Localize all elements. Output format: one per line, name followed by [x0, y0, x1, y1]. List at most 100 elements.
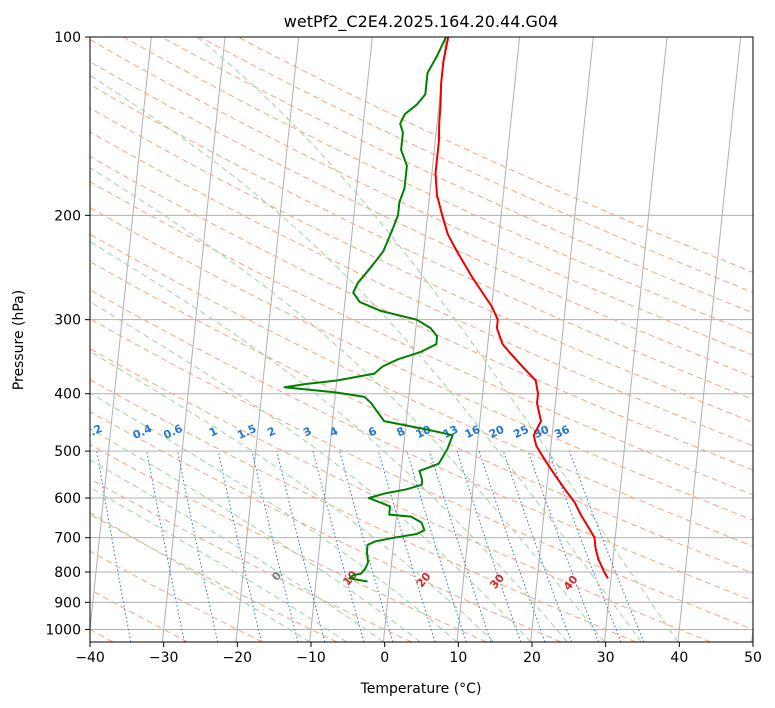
dry-adiabat [161, 37, 753, 314]
mixing-ratio-line [502, 450, 572, 642]
mixing-ratio-label: 0.2 [81, 422, 104, 442]
temperature-profile [434, 37, 609, 579]
mixing-ratio-label: 0.6 [161, 422, 184, 442]
dry-adiabat [90, 84, 753, 400]
dry-adiabat-label: 40 [561, 573, 581, 593]
x-tick-label: −10 [296, 650, 326, 666]
dry-adiabat [237, 37, 753, 273]
dry-adiabat [90, 107, 753, 423]
dry-adiabat-label: 0 [269, 569, 284, 583]
dry-adiabat [90, 318, 753, 630]
mixing-ratio-label: 16 [463, 423, 483, 441]
mixing-ratio-label: 20 [487, 423, 507, 441]
y-tick-label: 400 [54, 387, 81, 403]
mixing-ratio-lines [96, 450, 645, 642]
series [283, 37, 609, 583]
x-axis: −40 −30 −20 −10 0 10 20 30 40 50 [75, 642, 762, 666]
mixing-ratio-line [312, 450, 365, 642]
mixing-ratio-line [96, 451, 132, 642]
y-tick-label: 300 [54, 313, 81, 329]
x-tick-label: 0 [380, 650, 389, 666]
dry-adiabat-label: 30 [487, 571, 507, 591]
mixing-ratio-line [429, 450, 492, 642]
chart-title: wetPf2_C2E4.2025.164.20.44.G04 [284, 12, 558, 32]
dry-adiabat [90, 61, 753, 378]
isotherm-line [530, 37, 594, 642]
moist-adiabat [90, 301, 532, 642]
mixing-ratio-label: 6 [366, 424, 379, 439]
mixing-ratio-label: 10 [414, 423, 434, 441]
moist-adiabat [90, 486, 347, 642]
isotherm-line [161, 37, 226, 642]
dry-adiabat [90, 39, 753, 356]
dry-adiabats [90, 37, 753, 642]
y-tick-label: 800 [54, 565, 81, 581]
isotherm-line [751, 624, 753, 642]
mixing-ratio-label: 0.1 [35, 422, 58, 442]
grid [0, 37, 753, 642]
dry-adiabat [90, 289, 753, 602]
mixing-ratio-line [146, 451, 185, 642]
mixing-ratio-label: 13 [441, 423, 460, 441]
mixing-ratio-line [548, 450, 622, 642]
dry-adiabat [90, 207, 753, 521]
moist-adiabat [90, 459, 384, 642]
isotherm-line [456, 37, 521, 642]
y-tick-label: 1000 [45, 622, 81, 638]
dry-adiabat [90, 348, 711, 642]
mixing-ratio-label: 2 [265, 425, 277, 440]
y-axis-label: Pressure (hPa) [11, 290, 27, 390]
plot-frame [89, 36, 754, 643]
isotherm-line [90, 37, 152, 635]
moist-adiabat [90, 512, 310, 642]
y-tick-label: 900 [54, 595, 81, 611]
isotherm-line [0, 37, 4, 642]
mixing-ratio-label: 36 [552, 423, 572, 441]
dry-adiabat [90, 513, 338, 642]
dry-adiabat [90, 233, 753, 547]
y-tick-label: 500 [54, 444, 81, 460]
mixing-ratio-label: 1.5 [235, 422, 258, 442]
x-tick-label: −30 [149, 650, 179, 666]
x-tick-label: 40 [670, 650, 688, 666]
isopleth-labels: 0.10.20.40.611.52346810131620253036-100-… [35, 422, 581, 593]
y-axis: 100 200 300 400 500 600 700 800 900 1000 [45, 30, 90, 638]
isotherm-line [603, 37, 668, 642]
mixing-ratio-label: 0.4 [131, 422, 154, 442]
y-tick-label: 600 [54, 491, 81, 507]
dry-adiabat [90, 478, 412, 642]
mixing-ratio-line [478, 450, 546, 642]
y-tick-label: 200 [54, 208, 81, 224]
mixing-ratio-label: 3 [301, 425, 313, 440]
x-tick-label: −40 [75, 650, 105, 666]
mixing-ratio-line [251, 450, 299, 642]
moist-adiabat [90, 74, 642, 642]
moist-adiabat [90, 350, 495, 642]
dry-adiabat [199, 37, 753, 293]
dry-adiabat [90, 410, 562, 642]
x-tick-label: −20 [223, 650, 253, 666]
moist-adiabat [196, 37, 679, 642]
moist-adiabat [90, 167, 605, 642]
mixing-ratio-line [406, 450, 467, 642]
mixing-ratio-line [456, 450, 522, 642]
dewpoint-profile [283, 37, 454, 583]
mixing-ratio-line [527, 450, 600, 642]
moist-adiabat [90, 241, 568, 642]
x-tick-label: 30 [597, 650, 615, 666]
dry-adiabat [90, 550, 263, 642]
mixing-ratio-line [568, 450, 645, 642]
mixing-ratio-label: 25 [511, 423, 530, 441]
x-tick-label: 50 [744, 650, 762, 666]
mixing-ratio-line [217, 451, 262, 642]
y-tick-label: 700 [54, 531, 81, 547]
isotherm-line [235, 37, 300, 642]
moist-adiabat [90, 428, 421, 642]
y-tick-label: 100 [54, 30, 81, 46]
dry-adiabat [90, 181, 753, 496]
dry-adiabat [90, 260, 753, 574]
moist-adiabats [90, 37, 679, 642]
isotherm-line [382, 37, 447, 642]
mixing-ratio-line [377, 450, 436, 642]
